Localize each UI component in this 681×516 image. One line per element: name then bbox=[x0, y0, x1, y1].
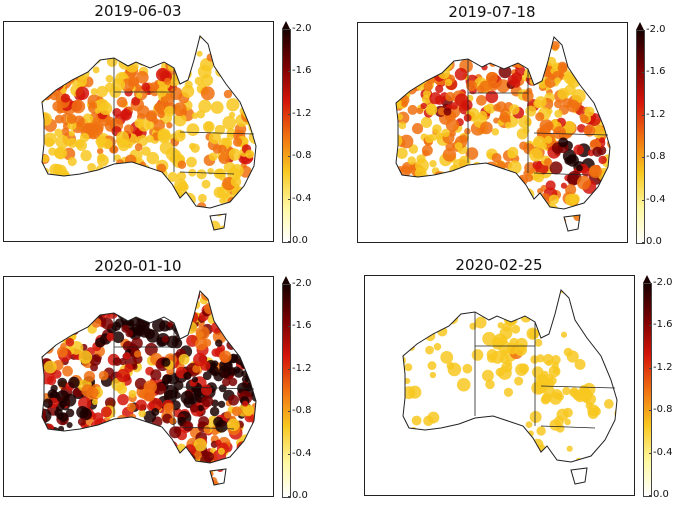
coastline bbox=[41, 290, 257, 464]
colorbar-extend-arrow bbox=[282, 21, 290, 29]
colorbar-tick-label: 0.0 bbox=[288, 235, 308, 246]
colorbar-gradient bbox=[282, 284, 291, 498]
colorbar-tick-label: -2.0 bbox=[649, 277, 673, 288]
colorbar-extend-arrow bbox=[282, 276, 290, 284]
drought-index-field bbox=[42, 291, 256, 485]
colorbar-tick-label: -2.0 bbox=[288, 278, 312, 289]
state-borders bbox=[113, 58, 255, 175]
tasmania-outline bbox=[209, 213, 227, 231]
colorbar-gradient bbox=[282, 29, 291, 243]
drought-index-field bbox=[396, 37, 610, 231]
colorbar-extend-arrow bbox=[636, 22, 644, 30]
colorbar-tick-label: -0.8 bbox=[649, 404, 673, 416]
map-frame bbox=[364, 275, 635, 496]
panel-title: 2020-02-25 bbox=[455, 256, 543, 274]
colorbar-tick-label: -1.6 bbox=[649, 319, 673, 331]
tasmania-outline bbox=[563, 214, 581, 232]
map-frame bbox=[3, 21, 274, 242]
state-borders bbox=[474, 312, 616, 429]
colorbar-extend-arrow bbox=[643, 275, 651, 283]
colorbar-tick-label: -0.4 bbox=[288, 447, 312, 459]
colorbar-gradient bbox=[636, 30, 645, 244]
colorbar-tick-label: -0.4 bbox=[642, 193, 666, 205]
colorbar-tick-label: -1.6 bbox=[642, 66, 666, 78]
map-frame bbox=[357, 22, 628, 243]
australia-map bbox=[41, 35, 257, 231]
state-borders bbox=[467, 59, 609, 176]
tasmania-outline bbox=[570, 467, 588, 485]
australia-map bbox=[41, 290, 257, 486]
colorbar-tick-label: -1.2 bbox=[642, 108, 666, 120]
state-borders bbox=[113, 313, 255, 430]
colorbar-tick-label: -1.2 bbox=[288, 107, 312, 119]
colorbar-tick-label: -0.8 bbox=[288, 405, 312, 417]
colorbar-tick-label: -0.8 bbox=[288, 150, 312, 162]
colorbar-tick-label: 0.0 bbox=[649, 489, 669, 500]
colorbar-tick-label: 0.0 bbox=[642, 236, 662, 247]
drought-index-field bbox=[403, 290, 617, 484]
drought-index-field bbox=[42, 36, 256, 230]
colorbar-tick-label: -0.4 bbox=[288, 192, 312, 204]
colorbar-tick-label: -1.6 bbox=[288, 320, 312, 332]
colorbar-tick-label: 0.0 bbox=[288, 490, 308, 501]
colorbar-tick-label: -2.0 bbox=[642, 24, 666, 35]
colorbar-tick-label: -0.4 bbox=[649, 446, 673, 458]
colorbar-tick-label: -1.2 bbox=[649, 361, 673, 373]
coastline bbox=[402, 289, 618, 463]
colorbar-tick-label: -2.0 bbox=[288, 23, 312, 34]
panel-title: 2020-01-10 bbox=[94, 257, 182, 275]
tasmania-outline bbox=[209, 468, 227, 486]
colorbar-gradient bbox=[643, 283, 652, 497]
australia-map bbox=[402, 289, 618, 485]
australia-map bbox=[395, 36, 611, 232]
colorbar-tick-label: -1.2 bbox=[288, 362, 312, 374]
panel-title: 2019-06-03 bbox=[94, 2, 182, 20]
colorbar-tick-label: -0.8 bbox=[642, 151, 666, 163]
coastline bbox=[41, 35, 257, 209]
colorbar-tick-label: -1.6 bbox=[288, 65, 312, 77]
panel-title: 2019-07-18 bbox=[448, 3, 536, 21]
coastline bbox=[395, 36, 611, 210]
map-frame bbox=[3, 276, 274, 497]
